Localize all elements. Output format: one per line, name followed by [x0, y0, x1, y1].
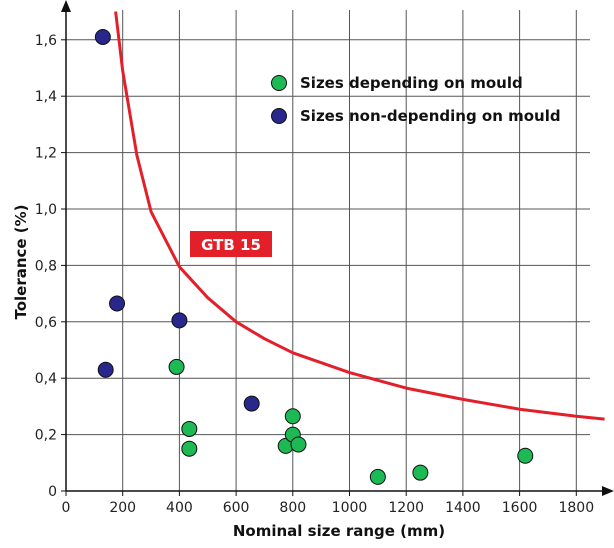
y-tick-label: 0 — [48, 484, 57, 500]
x-tick-label: 1800 — [558, 500, 594, 516]
y-axis-arrow — [61, 0, 71, 12]
x-tick-label: 1600 — [502, 500, 538, 516]
point-non-depending-on-mould — [243, 395, 260, 412]
point-non-depending-on-mould — [171, 312, 188, 329]
point-depending-on-mould — [181, 440, 198, 457]
x-tick-label: 200 — [109, 500, 136, 516]
x-tick-label: 800 — [279, 500, 306, 516]
x-tick-labels: 0 200 400 600 800 1000 1200 1400 1600 1800 — [62, 491, 594, 516]
axes — [61, 0, 614, 496]
legend-item-depending: Sizes depending on mould — [271, 74, 523, 92]
x-tick-label: 400 — [166, 500, 193, 516]
gtb-15-label: GTB 15 — [190, 231, 272, 257]
x-axis-arrow — [602, 486, 614, 496]
y-tick-label: 1,2 — [35, 146, 57, 162]
legend-label-depending: Sizes depending on mould — [300, 74, 523, 92]
point-non-depending-on-mould — [97, 361, 114, 378]
point-depending-on-mould — [284, 408, 301, 425]
gtb-15-label-text: GTB 15 — [201, 236, 261, 254]
x-axis-title: Nominal size range (mm) — [233, 522, 445, 540]
y-tick-label: 0,8 — [35, 258, 57, 274]
y-tick-label: 1,0 — [35, 202, 57, 218]
x-tick-label: 0 — [62, 500, 71, 516]
legend-marker-depending — [271, 75, 287, 91]
legend: Sizes depending on mould Sizes non-depen… — [271, 74, 561, 125]
y-tick-label: 0,2 — [35, 428, 57, 444]
y-tick-label: 1,6 — [35, 33, 57, 49]
point-depending-on-mould — [369, 468, 386, 485]
point-depending-on-mould — [412, 464, 429, 481]
y-tick-label: 1,4 — [35, 89, 57, 105]
points-layer — [94, 28, 534, 485]
grid — [66, 10, 590, 491]
point-non-depending-on-mould — [109, 295, 126, 312]
y-tick-label: 0,6 — [35, 315, 57, 331]
x-tick-label: 1200 — [388, 500, 424, 516]
y-tick-labels: 0 0,2 0,4 0,6 0,8 1,0 1,2 1,4 1,6 — [35, 33, 66, 500]
x-tick-label: 1000 — [332, 500, 368, 516]
gtb-curve-layer — [114, 11, 605, 421]
point-depending-on-mould — [181, 420, 198, 437]
x-tick-label: 600 — [223, 500, 250, 516]
point-depending-on-mould — [517, 447, 534, 464]
point-non-depending-on-mould — [94, 28, 111, 45]
y-axis-title: Tolerance (%) — [12, 204, 30, 319]
x-tick-label: 1400 — [445, 500, 481, 516]
point-depending-on-mould — [290, 436, 307, 453]
gtb-15-curve — [114, 11, 605, 421]
y-tick-label: 0,4 — [35, 371, 57, 387]
legend-marker-non-depending — [271, 108, 287, 124]
point-depending-on-mould — [168, 358, 185, 375]
legend-label-non-depending: Sizes non-depending on mould — [300, 107, 561, 125]
gtb-15-label-background — [190, 231, 272, 257]
legend-item-non-depending: Sizes non-depending on mould — [271, 107, 561, 125]
